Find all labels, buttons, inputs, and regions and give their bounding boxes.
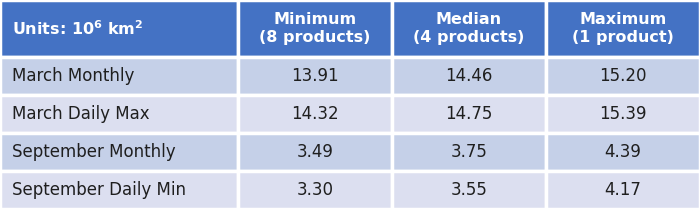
Bar — [392, 133, 546, 171]
Bar — [392, 171, 546, 209]
Text: September Monthly: September Monthly — [12, 143, 176, 161]
Bar — [546, 133, 700, 171]
Text: 15.20: 15.20 — [599, 67, 647, 85]
Text: Median
(4 products): Median (4 products) — [413, 12, 525, 45]
Text: 14.46: 14.46 — [445, 67, 493, 85]
Text: 15.39: 15.39 — [599, 105, 647, 123]
Text: 13.91: 13.91 — [291, 67, 339, 85]
Bar — [0, 0, 238, 57]
Bar — [238, 171, 392, 209]
Bar — [238, 0, 392, 57]
Bar — [546, 0, 700, 57]
Bar — [238, 57, 392, 95]
Text: Maximum
(1 product): Maximum (1 product) — [572, 12, 674, 45]
Bar — [392, 95, 546, 133]
Text: 14.32: 14.32 — [291, 105, 339, 123]
Bar — [238, 95, 392, 133]
Text: Units: $\mathbf{10^6}$ $\mathbf{km^2}$: Units: $\mathbf{10^6}$ $\mathbf{km^2}$ — [12, 19, 144, 38]
Text: 3.75: 3.75 — [451, 143, 487, 161]
Bar — [546, 95, 700, 133]
Bar — [0, 171, 238, 209]
Bar — [0, 57, 238, 95]
Bar — [546, 171, 700, 209]
Text: 3.30: 3.30 — [297, 181, 333, 199]
Text: Minimum
(8 products): Minimum (8 products) — [259, 12, 371, 45]
Bar — [0, 133, 238, 171]
Text: March Monthly: March Monthly — [12, 67, 134, 85]
Bar — [238, 133, 392, 171]
Text: September Daily Min: September Daily Min — [12, 181, 186, 199]
Text: 3.49: 3.49 — [297, 143, 333, 161]
Text: 3.55: 3.55 — [451, 181, 487, 199]
Bar — [392, 0, 546, 57]
Bar — [392, 57, 546, 95]
Bar — [546, 57, 700, 95]
Text: 4.39: 4.39 — [605, 143, 641, 161]
Text: 14.75: 14.75 — [445, 105, 493, 123]
Text: March Daily Max: March Daily Max — [12, 105, 150, 123]
Text: 4.17: 4.17 — [605, 181, 641, 199]
Bar — [0, 95, 238, 133]
